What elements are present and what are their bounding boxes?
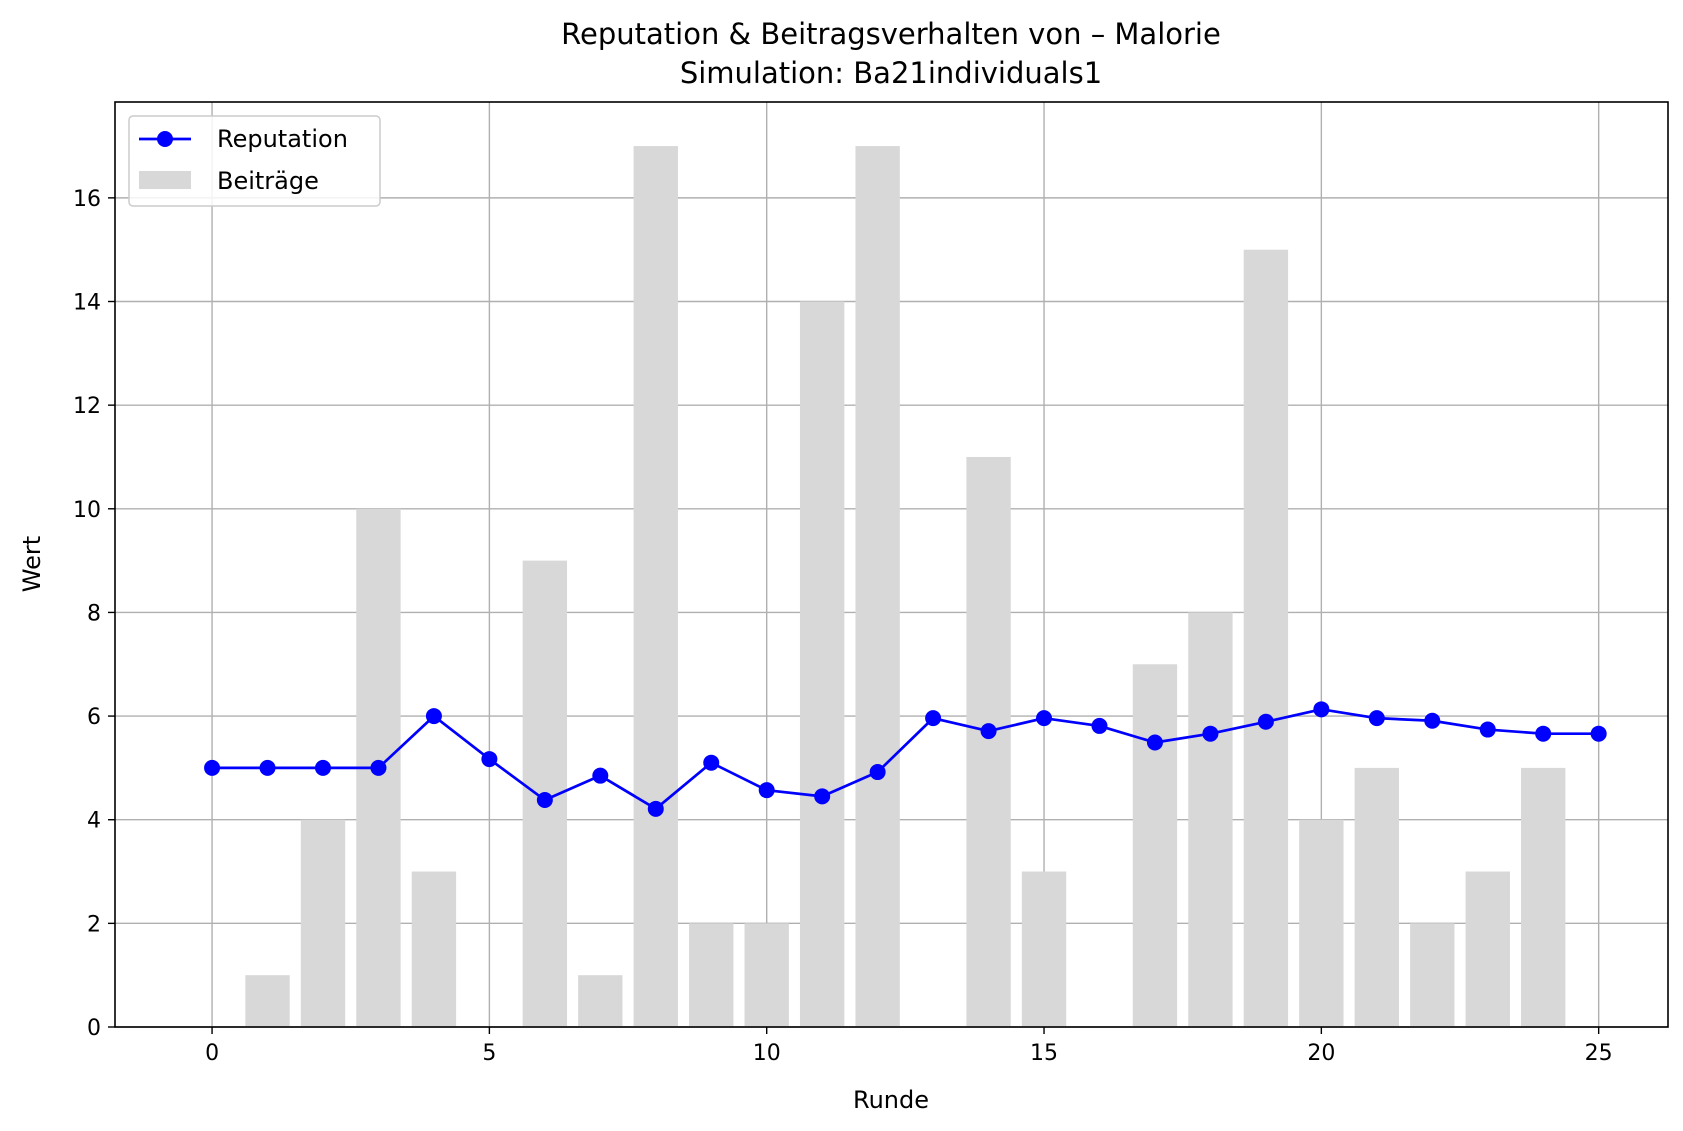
x-axis-label: Runde [853, 1086, 929, 1114]
reputation-point-5 [481, 751, 498, 768]
bar-beitraege-14 [966, 456, 1011, 1027]
y-tick-label: 10 [73, 498, 101, 523]
bar-beitraege-22 [1410, 923, 1455, 1027]
bar-beitraege-7 [578, 975, 623, 1027]
reputation-line [212, 707, 1599, 811]
y-tick-label: 4 [87, 809, 101, 834]
reputation-point-13 [925, 710, 942, 727]
reputation-point-11 [814, 788, 831, 805]
legend: Reputation Beiträge [128, 115, 381, 207]
reputation-point-6 [536, 792, 553, 809]
bar-beitraege-15 [1021, 871, 1067, 1027]
bar-beitraege-10 [744, 923, 789, 1027]
reputation-point-0 [204, 759, 221, 776]
tick-layer: 0 5 10 15 20 25 0 2 4 6 8 10 12 14 16 [73, 187, 1613, 1066]
reputation-point-23 [1479, 721, 1496, 738]
bar-beitraege-19 [1243, 249, 1289, 1027]
y-tick-label: 2 [87, 912, 101, 937]
bar-beitraege-23 [1465, 871, 1510, 1027]
bar-beitraege-24 [1521, 767, 1566, 1027]
y-axis-label: Wert [18, 536, 46, 592]
legend-beitraege-label: Beiträge [217, 167, 319, 195]
y-tick-label: 16 [73, 187, 101, 212]
reputation-point-25 [1590, 725, 1607, 742]
legend-reputation-marker [157, 131, 173, 147]
x-tick-label: 5 [482, 1041, 496, 1066]
bar-beitraege-18 [1188, 612, 1233, 1027]
reputation-point-14 [980, 723, 997, 740]
reputation-point-17 [1146, 734, 1163, 751]
x-tick-label: 10 [753, 1041, 781, 1066]
bar-beitraege-4 [411, 871, 457, 1027]
plot-frame [114, 101, 1669, 1028]
x-tick-label: 0 [205, 1041, 219, 1066]
y-tick-label: 6 [87, 705, 101, 730]
y-tick-label: 12 [73, 394, 101, 419]
reputation-point-10 [758, 782, 775, 799]
reputation-point-22 [1424, 712, 1441, 729]
x-tick-label: 20 [1307, 1041, 1335, 1066]
reputation-point-9 [703, 754, 720, 771]
reputation-point-15 [1036, 710, 1053, 727]
bar-beitraege-8 [633, 146, 678, 1028]
reputation-point-19 [1257, 713, 1274, 730]
reputation-point-20 [1313, 701, 1330, 718]
bar-beitraege-9 [689, 923, 734, 1027]
chart-title: Reputation & Beitragsverhalten von – Mal… [561, 17, 1221, 51]
reputation-point-24 [1535, 725, 1552, 742]
legend-reputation-label: Reputation [217, 125, 348, 153]
bar-beitraege-11 [799, 301, 845, 1028]
reputation-point-16 [1091, 717, 1108, 734]
reputation-point-1 [259, 759, 276, 776]
y-tick-label: 0 [87, 1016, 101, 1041]
chart-subtitle: Simulation: Ba21individuals1 [680, 56, 1102, 90]
y-tick-label: 8 [87, 601, 101, 626]
reputation-point-18 [1202, 725, 1219, 742]
legend-box [128, 115, 381, 207]
reputation-point-2 [314, 759, 331, 776]
y-tick-label: 14 [73, 291, 101, 316]
reputation-point-3 [370, 759, 387, 776]
bar-beitraege-1 [245, 975, 290, 1027]
reputation-point-12 [869, 764, 886, 781]
reputation-point-7 [592, 767, 609, 784]
reputation-point-21 [1368, 710, 1385, 727]
bar-beitraege-20 [1299, 819, 1344, 1027]
bar-beitraege-21 [1354, 767, 1399, 1027]
bar-beitraege-17 [1132, 664, 1178, 1027]
x-tick-label: 25 [1585, 1041, 1613, 1066]
bar-beitraege-12 [855, 146, 900, 1028]
bar-beitraege-2 [300, 819, 346, 1027]
line-layer [204, 701, 1607, 817]
reputation-point-4 [425, 708, 442, 725]
x-tick-label: 15 [1030, 1041, 1058, 1066]
legend-beitraege-swatch [139, 171, 191, 189]
reputation-point-8 [647, 800, 664, 817]
